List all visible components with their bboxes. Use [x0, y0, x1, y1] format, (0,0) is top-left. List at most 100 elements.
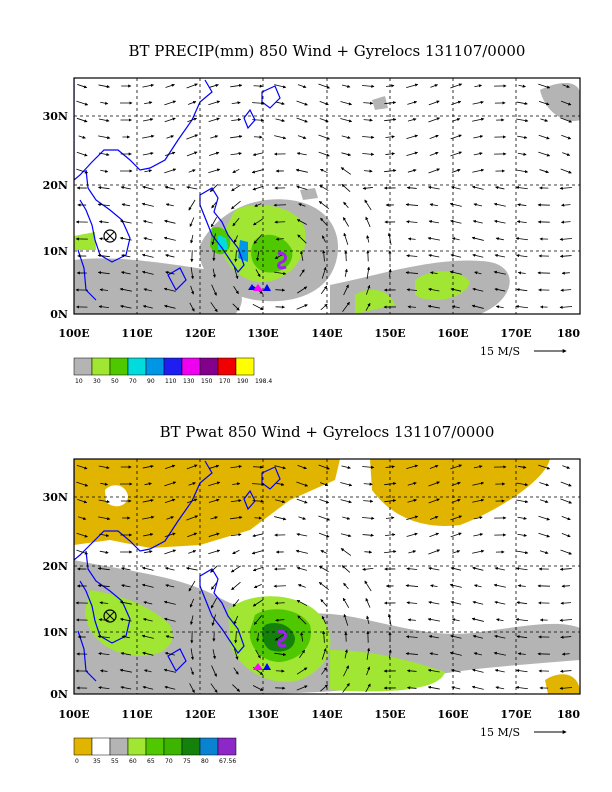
wind-vector	[186, 515, 199, 521]
wind-vector	[384, 482, 397, 486]
wind-vector	[163, 668, 176, 673]
wind-vector	[452, 118, 461, 122]
wind-vector	[185, 566, 198, 571]
colorbar-swatch	[235, 357, 255, 376]
wind-vector	[232, 303, 240, 311]
wind-vector	[472, 117, 485, 122]
wind-vector	[164, 304, 176, 309]
wind-vector	[385, 465, 395, 469]
gyre-location-icon	[103, 229, 117, 243]
wind-vector	[318, 83, 331, 89]
wind-vector	[98, 84, 111, 89]
x-tick: 120E	[184, 327, 215, 340]
wind-vector	[276, 482, 285, 486]
wind-vectors	[75, 83, 573, 313]
wind-vector	[321, 647, 327, 660]
wind-vector	[366, 615, 370, 625]
wind-vector	[230, 152, 242, 156]
wind-vector	[449, 651, 462, 656]
wind-vector	[516, 499, 529, 504]
wind-vector	[322, 630, 326, 643]
wind-vector	[318, 582, 329, 590]
triangle-marker-icon	[253, 663, 263, 670]
wind-vector	[494, 253, 506, 258]
wind-vector	[190, 667, 194, 676]
wind-vector	[163, 236, 176, 241]
wind-vector	[341, 565, 351, 573]
wind-vector	[406, 515, 419, 521]
x-tick: 160E	[437, 708, 468, 721]
wind-vector	[253, 583, 262, 589]
triangle-marker-icon	[263, 284, 271, 291]
wind-vector	[473, 134, 484, 139]
x-tick: 150E	[374, 327, 405, 340]
wind-vector	[318, 515, 331, 521]
x-tick: 160E	[437, 327, 468, 340]
wind-vector	[211, 233, 217, 246]
wind-vector	[406, 464, 419, 470]
wind-vector	[450, 668, 461, 673]
wind-vector	[120, 185, 131, 190]
wind-vector	[561, 533, 571, 538]
wind-vector	[515, 567, 528, 571]
y-tick: 0N	[50, 308, 68, 321]
wind-vector	[186, 464, 198, 470]
wind-vector	[562, 152, 571, 156]
wind-vector	[341, 84, 351, 88]
wind-vector	[299, 649, 305, 658]
wind-vector	[297, 84, 307, 89]
wind-vector	[517, 584, 526, 588]
panel-title: BT PRECIP(mm) 850 Wind + Gyrelocs 131107…	[129, 42, 526, 60]
wind-vector	[473, 152, 483, 156]
wind-vector	[450, 634, 462, 639]
wind-vector	[494, 287, 506, 292]
wind-vector	[76, 117, 88, 123]
wind-vector	[233, 286, 239, 295]
wind-vector	[365, 683, 371, 693]
wind-vector	[296, 599, 308, 607]
wind-vector	[516, 118, 529, 123]
wind-vector	[209, 151, 220, 156]
coastlines	[74, 78, 281, 301]
wind-vector	[321, 266, 327, 279]
wind-vector	[561, 584, 571, 588]
colorbar-swatch	[127, 357, 147, 376]
wind-vector	[274, 652, 287, 657]
wind-vector	[253, 465, 264, 469]
wind-vector	[98, 305, 110, 309]
wind-vector	[296, 304, 308, 310]
wind-vector	[188, 169, 196, 173]
wind-vector	[364, 580, 372, 592]
wind-vector	[141, 270, 154, 275]
colorbar-label: 0	[75, 758, 79, 765]
wind-vector	[98, 652, 110, 656]
wind-vector	[141, 634, 154, 639]
wind-vector	[98, 686, 110, 690]
wind-vector	[387, 613, 392, 626]
wind-vector	[119, 219, 132, 224]
wind-vector	[230, 499, 242, 503]
wind-vector	[233, 267, 239, 280]
wind-vector	[318, 134, 331, 140]
wind-vector	[143, 601, 153, 605]
colorbar-swatch	[181, 357, 201, 376]
wind-vector	[384, 118, 397, 122]
colorbar-label: 10	[75, 378, 83, 385]
wind-vector	[230, 465, 243, 469]
wind-vector	[406, 669, 417, 673]
wind-vector	[234, 631, 238, 644]
wind-vector	[561, 516, 571, 521]
wind-vector	[210, 597, 218, 609]
wind-vector	[450, 532, 462, 538]
wind-vector	[187, 100, 197, 105]
wind-vector	[515, 186, 528, 190]
colorbar: 0 35 55 60 65 70 75 80 67.56	[73, 737, 236, 765]
wind-vector	[473, 652, 482, 656]
wind-vector	[296, 667, 308, 675]
wind-vector	[516, 601, 528, 605]
wind-vector	[341, 465, 351, 470]
wind-vector	[319, 185, 329, 191]
wind-vector	[516, 635, 528, 639]
wind-vector	[384, 499, 397, 503]
